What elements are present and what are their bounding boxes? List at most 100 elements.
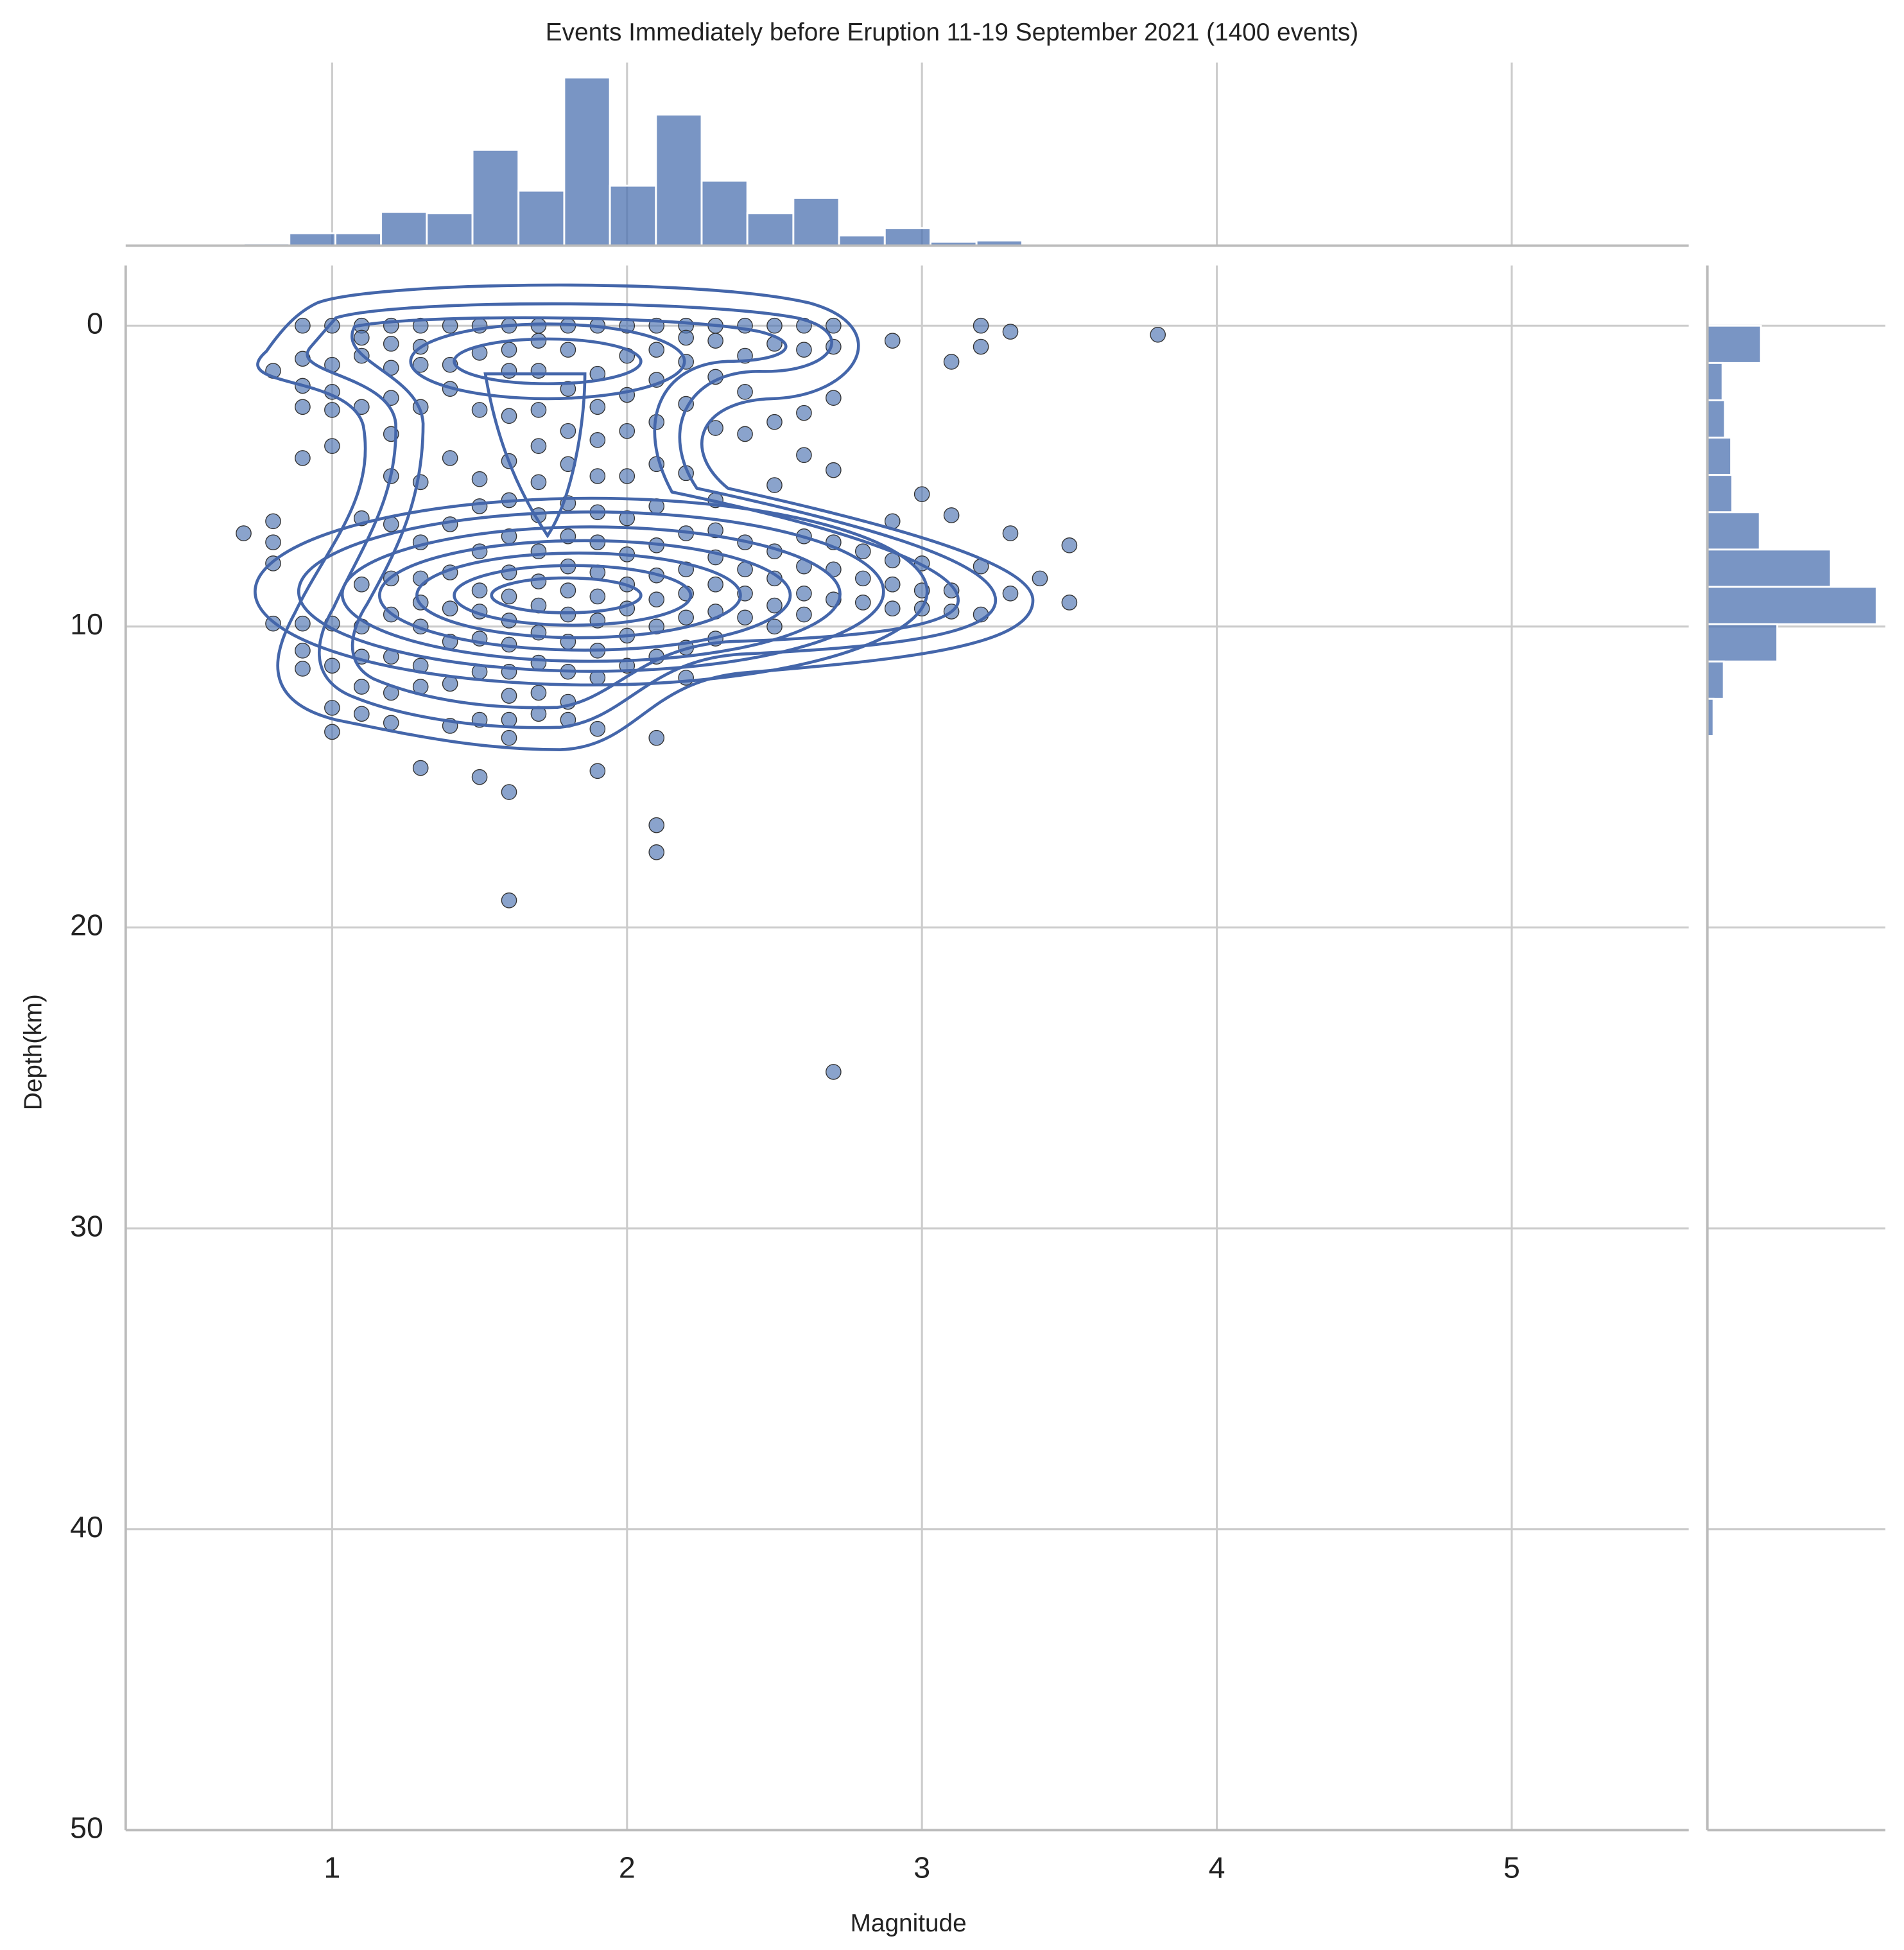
scatter-point: [530, 654, 547, 671]
scatter-point: [383, 715, 399, 731]
y-tick-label: 0: [87, 307, 103, 340]
histogram-bar: [380, 211, 428, 247]
scatter-point: [766, 477, 783, 493]
y-axis-label: Depth(km): [20, 994, 48, 1110]
kde-contours: [254, 283, 1035, 751]
scatter-point: [678, 329, 694, 346]
scatter-point: [412, 760, 429, 776]
scatter-point: [796, 342, 812, 358]
scatter-point: [471, 769, 488, 785]
histogram-bar: [1706, 324, 1762, 364]
scatter-point: [471, 471, 488, 487]
scatter-point: [324, 317, 340, 334]
histogram-bar: [471, 148, 520, 247]
histogram-bar: [838, 234, 886, 247]
scatter-point: [471, 498, 488, 514]
scatter-point: [589, 468, 606, 484]
scatter-point: [560, 342, 576, 358]
scatter-point: [383, 336, 399, 352]
scatter-point: [619, 422, 636, 439]
scatter-point: [589, 763, 606, 779]
kde-contour: [377, 539, 792, 652]
kde-contour: [297, 510, 885, 673]
kde-contour: [453, 564, 693, 627]
scatter-point: [412, 317, 429, 334]
scatter-point: [442, 450, 458, 466]
histogram-bar: [609, 184, 657, 247]
scatter-point: [648, 342, 665, 358]
kde-contour: [340, 525, 842, 663]
scatter-point: [648, 844, 665, 860]
histogram-bar: [1706, 548, 1832, 588]
x-tick-label: 2: [619, 1851, 636, 1885]
y-tick-label: 20: [70, 909, 103, 942]
scatter-point: [1150, 326, 1166, 343]
scatter-point: [826, 390, 842, 406]
y-tick-label: 10: [70, 607, 103, 641]
scatter-point: [589, 432, 606, 448]
x-tick-label: 4: [1209, 1851, 1225, 1885]
scatter-point: [560, 381, 576, 397]
scatter-point: [589, 588, 606, 605]
scatter-point: [854, 543, 871, 560]
scatter-point: [589, 534, 606, 550]
scatter-point: [1061, 537, 1078, 553]
scatter-point: [236, 525, 252, 541]
scatter-point: [295, 399, 311, 415]
scatter-point: [442, 516, 458, 532]
scatter-point: [471, 402, 488, 418]
scatter-point: [501, 408, 517, 424]
scatter-point: [766, 317, 783, 334]
scatter-point: [707, 420, 723, 436]
histogram-bar: [288, 232, 336, 247]
scatter-point: [295, 317, 311, 334]
scatter-point: [766, 597, 783, 614]
scatter-point: [354, 329, 370, 346]
scatter-point: [442, 600, 458, 617]
histogram-bar: [1706, 660, 1725, 700]
scatter-point: [589, 399, 606, 415]
scatter-point: [796, 447, 812, 464]
scatter-point: [737, 426, 753, 442]
scatter-point: [707, 333, 723, 349]
scatter-point: [501, 688, 517, 704]
scatter-point: [530, 684, 547, 701]
scatter-point: [295, 450, 311, 466]
scatter-point: [324, 700, 340, 716]
histogram-bar: [1706, 399, 1726, 439]
scatter-point: [560, 422, 576, 439]
kde-contour: [409, 322, 686, 401]
kde-contour: [351, 316, 960, 709]
scatter-point: [737, 384, 753, 400]
x-axis-label: Magnitude: [851, 1910, 967, 1937]
scatter-point: [324, 657, 340, 674]
scatter-point: [796, 606, 812, 623]
scatter-point: [1002, 585, 1019, 602]
kde-contour: [453, 337, 643, 386]
histogram-bar: [655, 113, 703, 247]
scatter-point: [943, 354, 960, 370]
histogram-bar: [883, 227, 931, 247]
scatter-point: [354, 679, 370, 695]
scatter-point: [501, 892, 517, 909]
scatter-point: [530, 333, 547, 349]
x-tick-label: 3: [913, 1851, 930, 1885]
histogram-bar: [1706, 437, 1733, 476]
scatter-point: [530, 402, 547, 418]
scatter-point: [766, 618, 783, 635]
kde-contour: [415, 552, 742, 640]
scatter-point: [796, 585, 812, 602]
scatter-point: [1002, 525, 1019, 541]
scatter-point: [560, 582, 576, 598]
scatter-point: [501, 784, 517, 800]
scatter-point: [884, 576, 901, 593]
scatter-point: [943, 582, 960, 598]
scatter-point: [501, 363, 517, 379]
histogram-bar: [1706, 586, 1878, 625]
scatter-point: [826, 462, 842, 478]
scatter-point: [826, 317, 842, 334]
scatter-point: [854, 595, 871, 611]
scatter-point: [501, 729, 517, 746]
